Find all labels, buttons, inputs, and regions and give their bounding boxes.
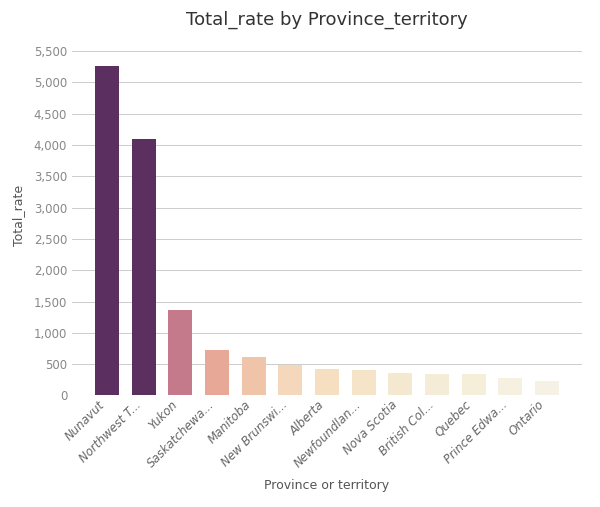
Bar — [388, 373, 412, 395]
Bar — [425, 374, 449, 395]
Y-axis label: Total_rate: Total_rate — [13, 185, 25, 246]
Bar — [315, 369, 339, 395]
Bar — [461, 375, 485, 395]
Bar — [535, 381, 559, 395]
Title: Total_rate by Province_territory: Total_rate by Province_territory — [186, 10, 468, 28]
Bar — [205, 350, 229, 395]
Bar — [242, 356, 266, 395]
Bar — [278, 366, 302, 395]
Bar — [95, 65, 119, 395]
Bar — [132, 139, 155, 395]
Bar — [352, 371, 376, 395]
X-axis label: Province or territory: Province or territory — [265, 479, 389, 492]
Bar — [499, 378, 522, 395]
Bar — [169, 310, 193, 395]
